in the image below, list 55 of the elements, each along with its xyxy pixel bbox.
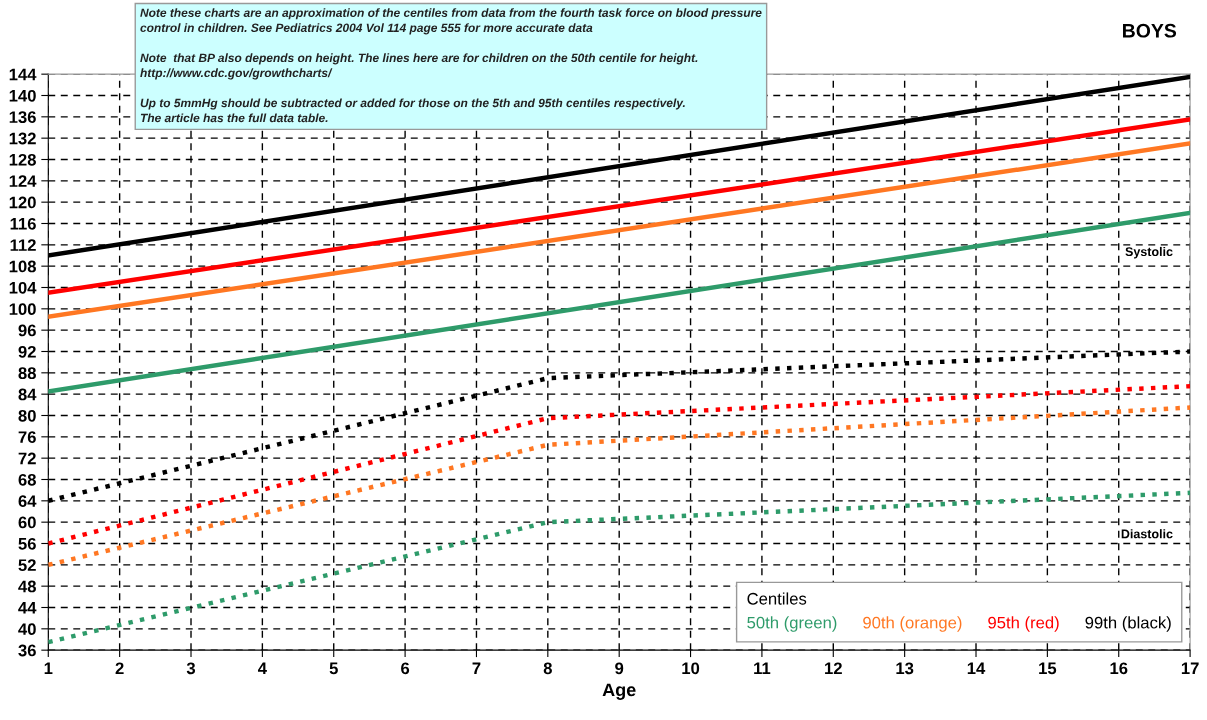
x-tick-label: 14 [967,662,986,675]
y-tick-label: 64 [18,495,37,508]
y-tick-label: 140 [9,89,36,102]
x-tick-label: 6 [401,662,410,675]
y-tick-label: 124 [9,175,37,187]
x-tick-label: 2 [115,662,124,675]
y-tick-label: 40 [18,623,36,636]
y-tick-label: 72 [18,452,36,465]
y-tick-label: 120 [9,196,36,209]
y-tick-label: 56 [18,537,36,550]
y-tick-label: 96 [18,324,36,337]
x-tick-label: 10 [682,662,700,675]
x-tick-label: 7 [472,662,481,675]
x-tick-label: 8 [543,662,552,675]
x-tick-label: 13 [896,662,914,675]
x-tick-label: 9 [615,662,624,675]
y-tick-label: 108 [9,260,36,273]
x-tick-label: 1 [44,662,53,675]
y-tick-label: 60 [18,516,36,529]
annotation: Systolic [1125,246,1173,259]
y-tick-label: 132 [9,132,36,145]
y-tick-label: 84 [18,388,37,401]
y-tick-label: 100 [9,303,36,316]
y-tick-label: 116 [10,217,36,230]
y-tick-label: 36 [18,644,36,657]
y-tick-label: 128 [9,153,36,166]
text: 99th (black) [1085,616,1171,632]
x-axis-title: Age [602,683,636,700]
x-tick-label: 3 [186,662,196,675]
text: 90th (orange) [863,616,962,632]
y-tick-label: 88 [18,367,36,380]
chart-title: BOYS [1123,23,1177,38]
y-tick-label: 104 [9,281,37,294]
legend-title: Centiles [747,592,807,605]
y-tick-label: 48 [18,580,36,593]
y-tick-label: 92 [18,345,36,358]
y-tick-label: 68 [18,473,36,486]
y-tick-label: 52 [18,559,36,572]
y-tick-label: 80 [18,409,36,422]
x-tick-label: 4 [257,662,267,675]
y-tick-label: 136 [9,111,36,124]
text: 95th (red) [988,616,1059,632]
y-tick-label: 144 [9,68,37,81]
x-tick-label: 16 [1110,662,1128,675]
y-tick-label: 112 [10,239,36,251]
annotation: Diastolic [1121,529,1173,539]
y-tick-label: 44 [18,602,37,614]
text: Note these charts are an approximation of the centiles from data from the fourth task force on blood pressure control in children. See Pediatrics 2004 Vol 114 page 555 for more accurate data Note that BP also depends on height. The lines here are for children on the 50th centile for height. http://www.cdc.gov/growthcharts/ Up to 5mmHg should be subtracted or added for those on the 5th and 95th centiles respectively. The article has the full data table. [140,8,762,123]
x-tick-label: 17 [1181,662,1199,675]
x-tick-label: 12 [825,662,842,675]
x-tick-label: 5 [329,662,338,675]
x-tick-label: 11 [754,662,771,675]
y-tick-label: 76 [18,431,36,444]
x-tick-label: 15 [1039,662,1057,675]
text: 50th (green) [747,616,837,632]
